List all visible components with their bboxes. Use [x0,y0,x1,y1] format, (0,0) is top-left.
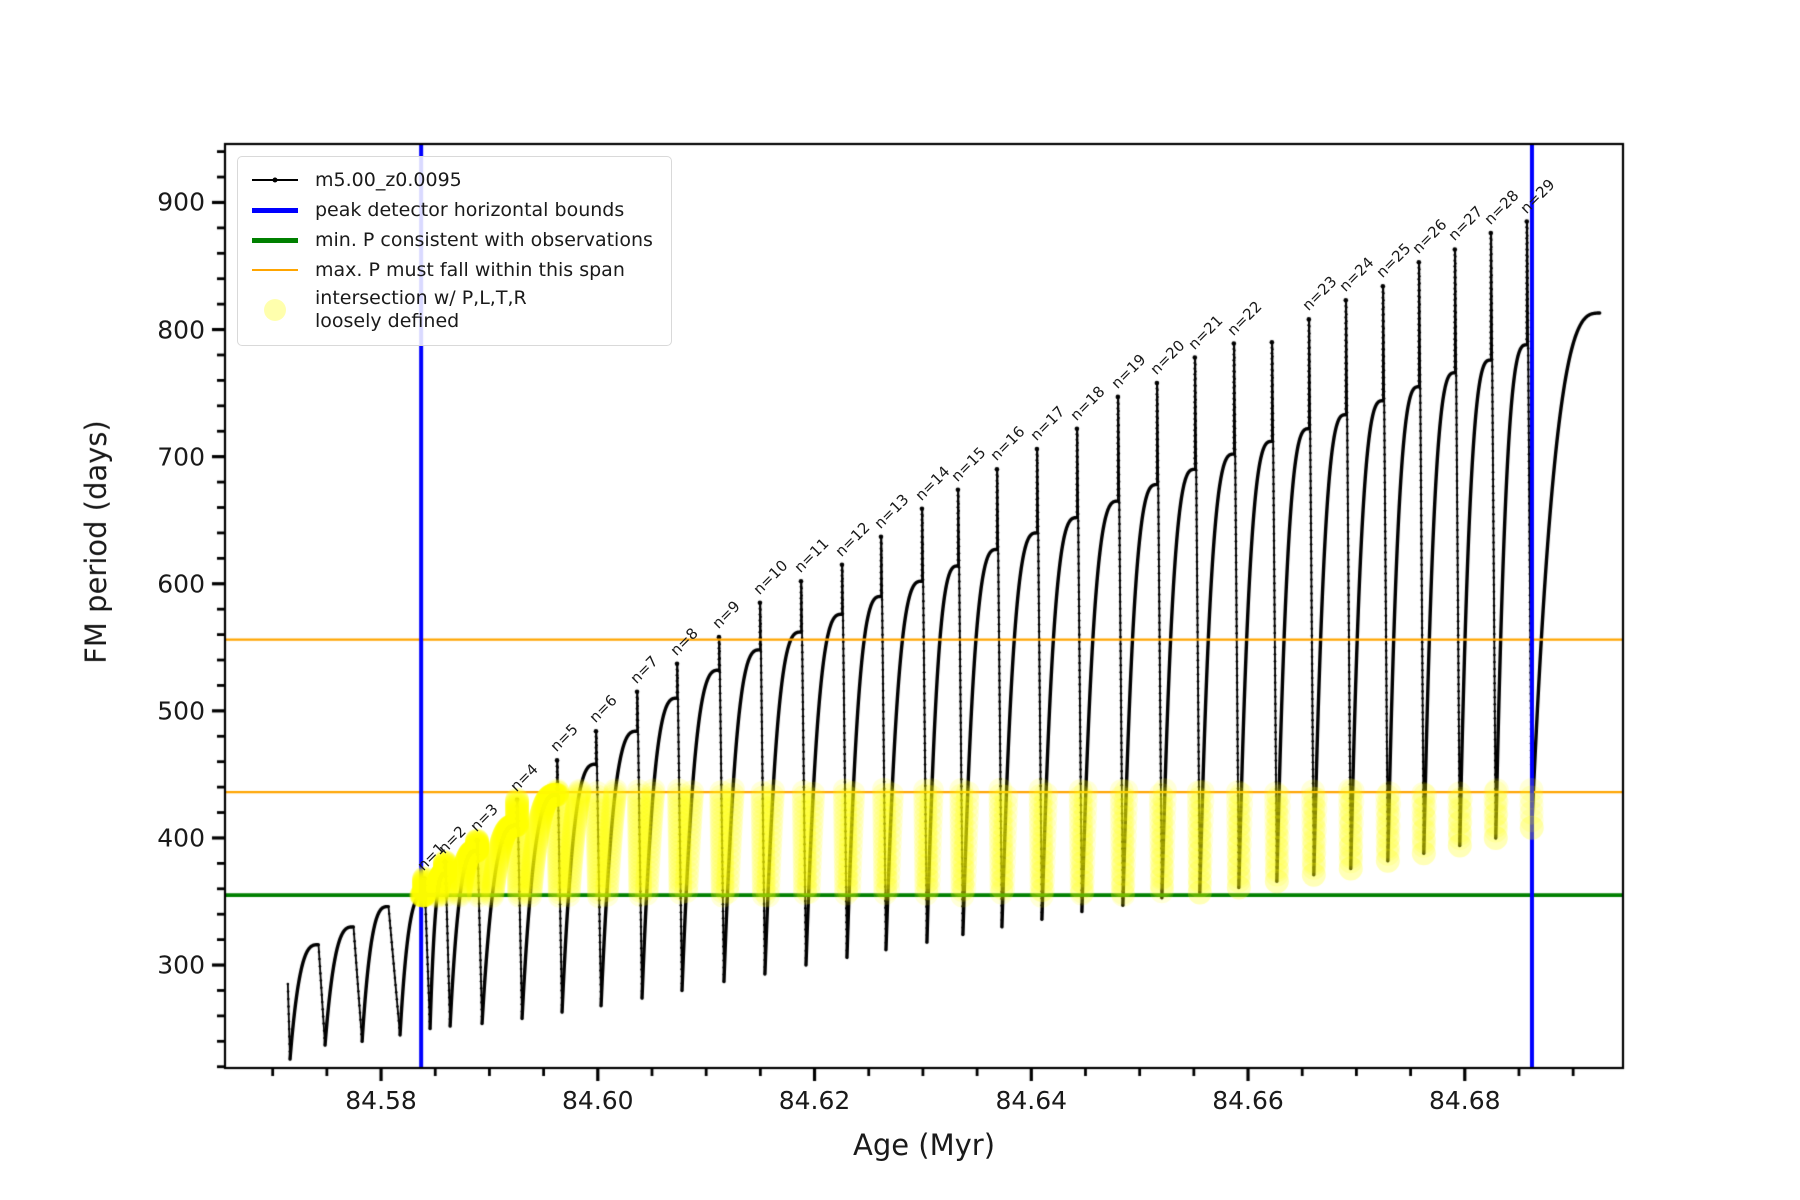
x-tick-label: 84.60 [562,1086,634,1115]
legend-item-peak-bounds: peak detector horizontal bounds [250,195,653,225]
legend-label: intersection w/ P,L,T,R loosely defined [315,287,527,332]
legend: m5.00_z0.0095 peak detector horizontal b… [237,156,672,346]
legend-blue-line-marker [250,195,300,225]
legend-label: min. P consistent with observations [315,228,653,251]
y-tick-label: 300 [157,950,205,980]
x-tick-label: 84.66 [1212,1086,1284,1115]
y-tick-label: 700 [157,442,205,472]
x-tick-label: 84.58 [345,1086,417,1115]
legend-green-line-marker [250,225,300,255]
legend-item-series: m5.00_z0.0095 [250,165,653,195]
x-axis-title: Age (Myr) [852,1128,996,1162]
x-tick-label: 84.62 [778,1086,851,1115]
y-tick-label: 400 [157,823,205,853]
y-tick-label: 600 [157,569,205,599]
legend-item-min-p: min. P consistent with observations [250,225,653,255]
y-tick-label: 500 [157,696,205,726]
legend-line-dot-marker [250,165,300,195]
y-tick-label: 900 [157,187,205,217]
x-tick-label: 84.64 [995,1086,1068,1115]
legend-orange-line-marker [250,255,300,285]
legend-item-intersection: intersection w/ P,L,T,R loosely defined [250,285,653,335]
legend-label: m5.00_z0.0095 [315,168,462,191]
y-tick-label: 800 [157,315,205,345]
legend-item-max-p: max. P must fall within this span [250,255,653,285]
legend-yellow-circle-marker [250,285,300,335]
legend-label: max. P must fall within this span [315,258,625,281]
legend-label: peak detector horizontal bounds [315,198,625,221]
x-tick-label: 84.68 [1428,1086,1501,1115]
